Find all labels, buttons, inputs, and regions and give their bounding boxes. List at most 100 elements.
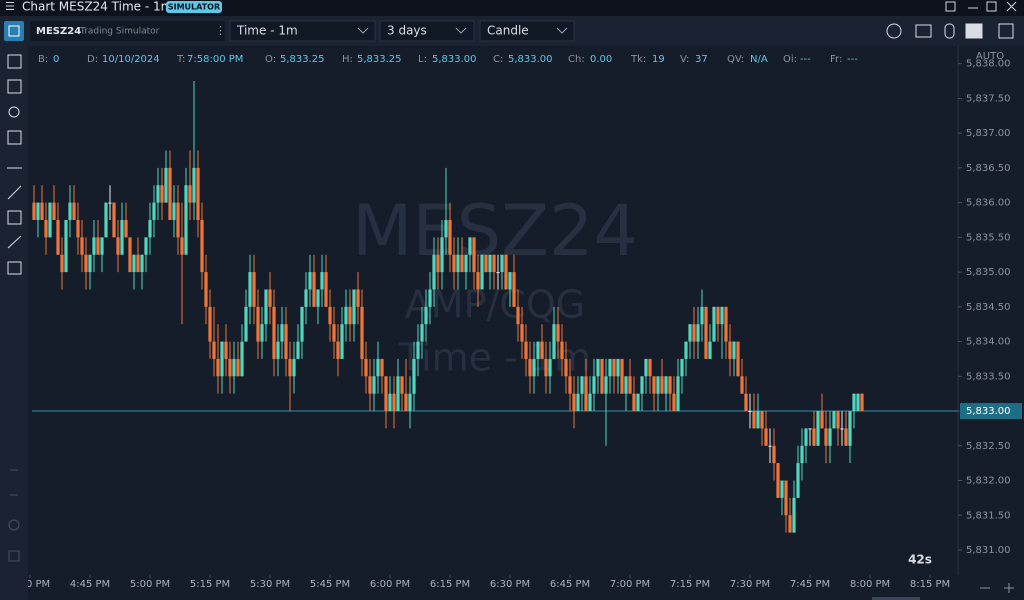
interval-select[interactable] bbox=[229, 20, 376, 42]
candle-body bbox=[296, 341, 300, 359]
countdown: 42s bbox=[908, 553, 932, 567]
candle-body bbox=[72, 202, 76, 220]
candle-body bbox=[292, 358, 296, 377]
candle-body bbox=[508, 272, 512, 290]
candle-body bbox=[572, 393, 576, 412]
candle-body bbox=[36, 202, 40, 220]
candle-body bbox=[152, 202, 156, 220]
candle-body bbox=[232, 358, 236, 377]
candle-body bbox=[664, 376, 668, 394]
candle-body bbox=[260, 324, 264, 342]
candle-body bbox=[32, 202, 36, 220]
candle-body bbox=[524, 341, 528, 359]
candle-body bbox=[724, 306, 728, 342]
candle-body bbox=[468, 237, 472, 255]
candle-body bbox=[228, 358, 232, 377]
tool-icon[interactable] bbox=[7, 130, 22, 145]
candle-body bbox=[456, 254, 460, 273]
candle-body bbox=[576, 393, 580, 412]
tool-button[interactable] bbox=[965, 23, 983, 39]
candle-body bbox=[836, 411, 840, 429]
tool-button[interactable] bbox=[886, 23, 902, 39]
range-select[interactable] bbox=[379, 20, 475, 42]
tool-icon[interactable] bbox=[7, 79, 22, 94]
panel-toggle[interactable] bbox=[4, 21, 24, 41]
menu-icon[interactable]: ☰ bbox=[5, 0, 15, 13]
sidebar bbox=[0, 46, 28, 600]
tool-button[interactable] bbox=[915, 24, 932, 38]
scrollbar[interactable] bbox=[872, 597, 920, 600]
candle-body bbox=[136, 254, 140, 273]
candle-body bbox=[528, 358, 532, 377]
candle-body bbox=[540, 341, 544, 359]
style-select[interactable] bbox=[479, 20, 575, 42]
x-tick-label: 6:15 PM bbox=[430, 579, 470, 590]
candle-body bbox=[244, 306, 248, 342]
y-tick-label: 5,831.00 bbox=[966, 545, 1011, 556]
toolbar-buttons bbox=[886, 23, 1014, 39]
candle-body bbox=[396, 376, 400, 412]
tool-icon[interactable] bbox=[7, 185, 22, 200]
candle-body bbox=[756, 411, 760, 429]
candle-body bbox=[760, 411, 764, 429]
info-label: C: bbox=[493, 54, 503, 65]
tool-icon[interactable] bbox=[7, 210, 22, 225]
candle-body bbox=[236, 358, 240, 377]
fullscreen-button[interactable] bbox=[945, 1, 956, 12]
candle-body bbox=[608, 358, 612, 377]
x-tick-label: 7:30 PM bbox=[730, 579, 770, 590]
info-value: N/A bbox=[750, 54, 768, 65]
candle-body bbox=[76, 219, 80, 238]
candle-body bbox=[564, 358, 568, 377]
maximize-button[interactable] bbox=[986, 1, 997, 12]
tool-icon[interactable] bbox=[7, 54, 22, 69]
trash-icon[interactable] bbox=[8, 550, 20, 562]
y-tick-label: 5,836.50 bbox=[966, 163, 1011, 174]
candle-body bbox=[420, 324, 424, 342]
more-icon[interactable]: ⋮ bbox=[215, 24, 226, 37]
zoom-in[interactable] bbox=[1004, 583, 1014, 593]
candle-body bbox=[596, 358, 600, 377]
candle-body bbox=[552, 324, 556, 359]
candle-body bbox=[592, 376, 596, 394]
candle-body bbox=[108, 202, 112, 204]
x-tick-label: 8:15 PM bbox=[910, 579, 950, 590]
candle-body bbox=[728, 341, 732, 359]
candle-body bbox=[656, 376, 660, 394]
axis-cover bbox=[0, 576, 28, 600]
candle-body bbox=[476, 272, 480, 290]
candle-body bbox=[672, 393, 676, 412]
eye-icon[interactable] bbox=[8, 519, 20, 531]
watermark: AMP/CQG bbox=[405, 283, 585, 327]
y-tick-label: 5,838.00 bbox=[966, 59, 1011, 70]
candle-body bbox=[488, 254, 492, 273]
info-label: O: bbox=[265, 54, 276, 65]
candle-body bbox=[332, 324, 336, 342]
scale-mode[interactable]: AUTO bbox=[976, 51, 1004, 62]
candle-body bbox=[736, 341, 740, 377]
close-button[interactable] bbox=[1006, 1, 1017, 12]
tool-button[interactable] bbox=[998, 23, 1014, 39]
candle-body bbox=[480, 254, 484, 290]
tool-icon[interactable] bbox=[7, 235, 22, 249]
x-tick-label: 5:15 PM bbox=[190, 579, 230, 590]
candle-body bbox=[568, 376, 572, 394]
y-tick-label: 5,837.00 bbox=[966, 128, 1011, 139]
candle-body bbox=[512, 272, 516, 307]
candle-body bbox=[660, 376, 664, 394]
symbol-box[interactable] bbox=[30, 21, 225, 41]
candle-body bbox=[548, 358, 552, 377]
candle-body bbox=[700, 306, 704, 325]
candle-body bbox=[224, 341, 228, 359]
tool-icon[interactable] bbox=[8, 106, 20, 118]
symbol: MESZ24 bbox=[36, 26, 81, 37]
candle-body bbox=[472, 237, 476, 273]
candle-body bbox=[416, 341, 420, 359]
candle-body bbox=[312, 272, 316, 307]
tool-button[interactable] bbox=[944, 23, 955, 39]
account: Trading Simulator bbox=[79, 27, 160, 37]
candle-body bbox=[640, 376, 644, 394]
candle-body bbox=[56, 219, 60, 255]
tool-icon[interactable] bbox=[7, 261, 22, 275]
